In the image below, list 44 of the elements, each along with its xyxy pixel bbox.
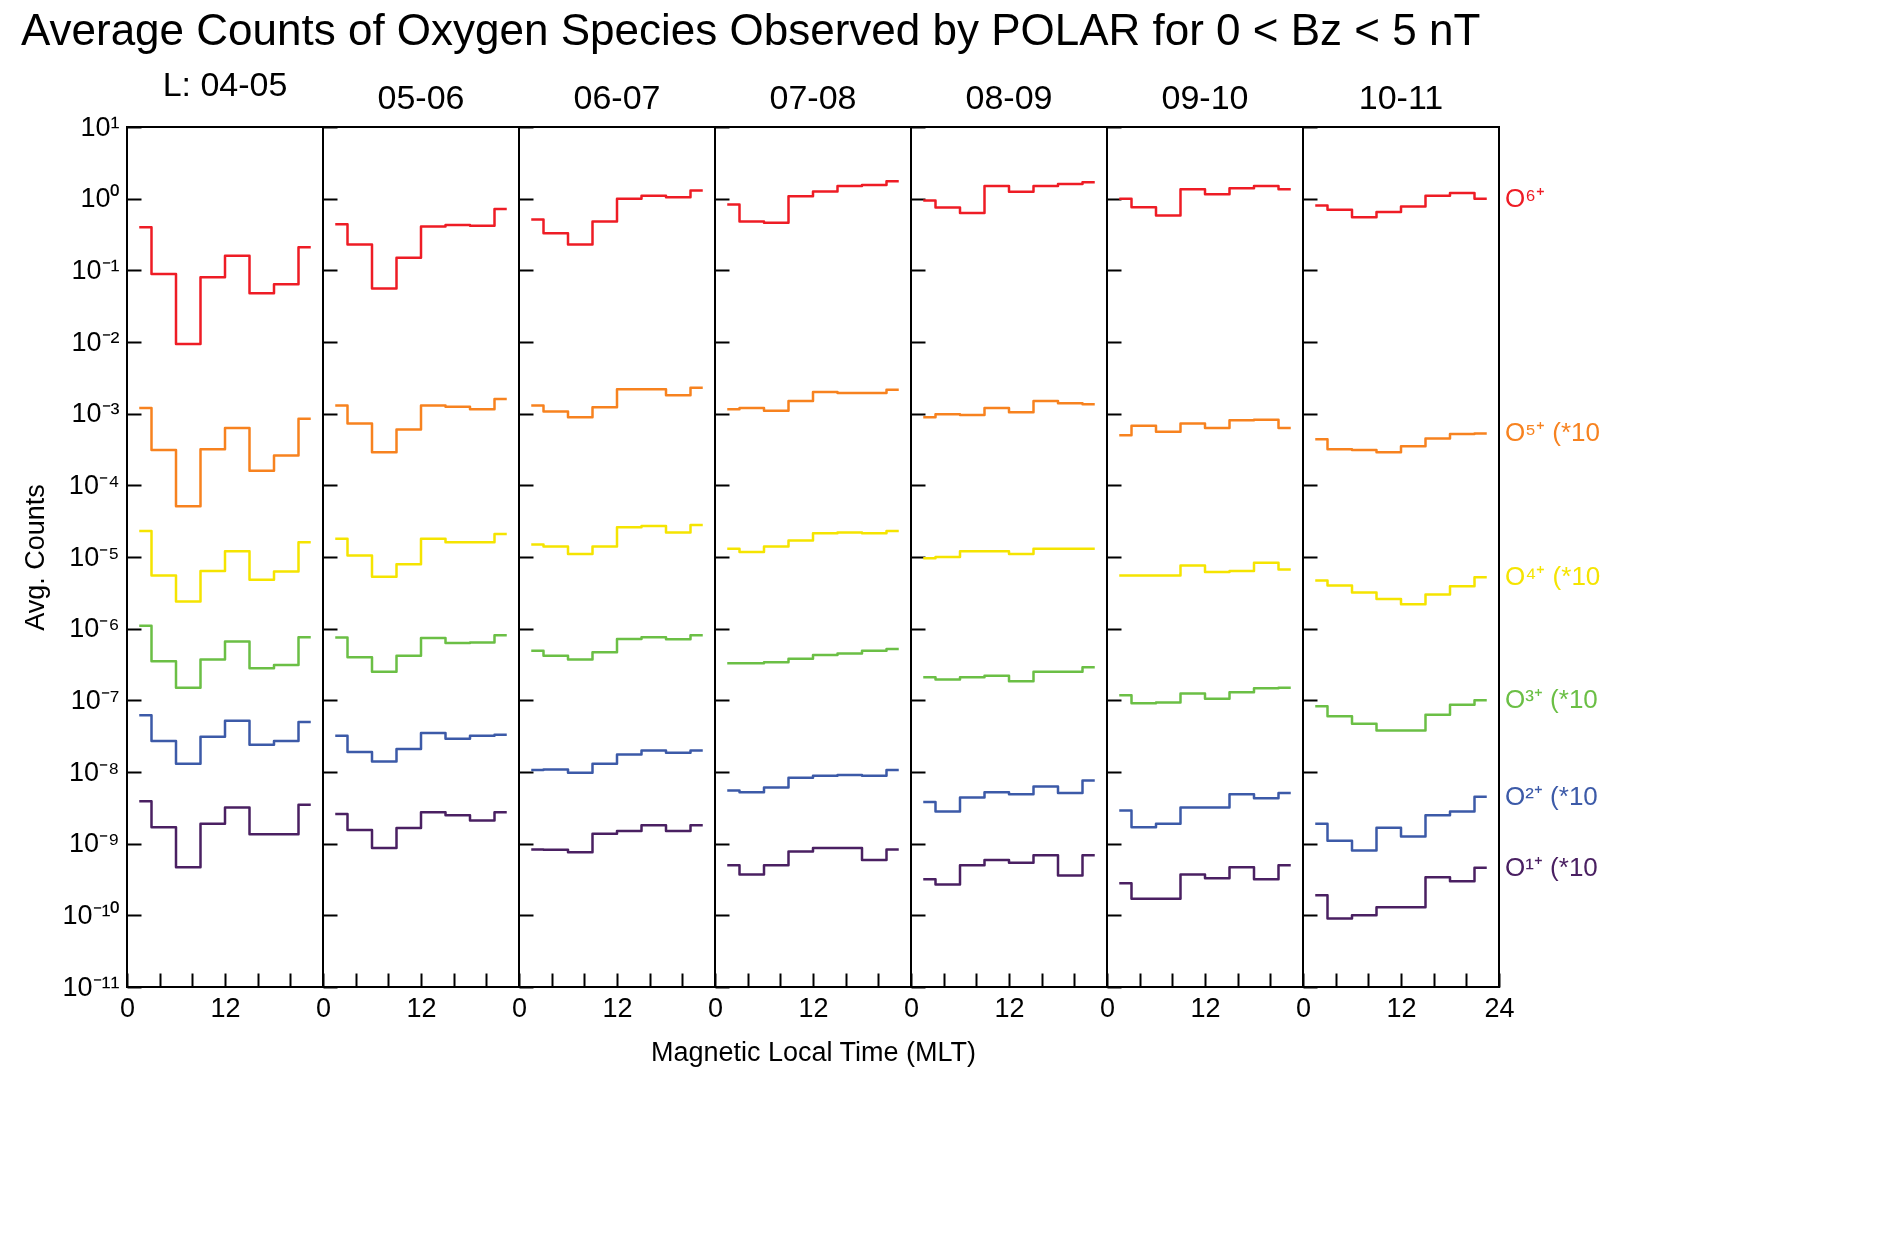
x-axis-title: Magnetic Local Time (MLT): [650, 1036, 977, 1067]
series-label: O¹⁺ (*10: [1505, 851, 1598, 882]
series-label: O²⁺ (*10: [1505, 780, 1598, 811]
y-tick-label: 10⁻²: [71, 326, 120, 357]
series-label: O³⁺ (*10: [1505, 684, 1598, 715]
x-tick-label: 12: [602, 992, 633, 1023]
chart-subtitle: 07-08: [769, 78, 857, 116]
x-tick-label: 0: [1099, 992, 1116, 1023]
series-label: O⁶⁺: [1505, 182, 1545, 213]
y-tick-label: 10⁻⁷: [70, 684, 120, 715]
chart-subtitle: L: 04-05: [162, 65, 288, 103]
x-tick-label: 12: [994, 992, 1025, 1023]
x-tick-label: 12: [406, 992, 437, 1023]
y-tick-label: 10¹: [80, 111, 120, 142]
y-tick-label: 10⁻⁴: [68, 469, 120, 500]
series-label: O⁴⁺ (*10: [1505, 561, 1601, 592]
y-tick-label: 10⁻³: [71, 398, 120, 429]
series-label: O⁵⁺ (*10: [1505, 417, 1600, 448]
y-tick-label: 10⁻⁶: [69, 613, 120, 644]
x-tick-label: 0: [1295, 992, 1312, 1023]
x-tick-label: 12: [1190, 992, 1221, 1023]
y-tick-label: 10⁻¹: [71, 254, 120, 285]
y-tick-label: 10⁻⁵: [69, 541, 120, 572]
y-tick-label: 10⁻⁹: [68, 828, 120, 859]
y-tick-label: 10⁰: [80, 183, 120, 214]
y-axis-title: Avg. Counts: [20, 484, 51, 631]
x-tick-label: 0: [903, 992, 920, 1023]
x-tick-label: 12: [798, 992, 829, 1023]
x-tick-label: 12: [1386, 992, 1417, 1023]
chart-subtitle: 08-09: [965, 78, 1053, 116]
text: Average Counts of Oxygen Species Observed by POLAR for 0 < Bz < 5 nT: [20, 5, 1481, 54]
chart-subtitle: 05-06: [377, 78, 465, 116]
y-tick-label: 10⁻⁸: [69, 756, 120, 787]
x-tick-label: 0: [315, 992, 332, 1023]
y-tick-label: 10⁻¹¹: [62, 971, 120, 1002]
x-tick-label: 12: [210, 992, 241, 1023]
chart-subtitle: 09-10: [1161, 78, 1249, 116]
x-tick-label: 0: [119, 992, 136, 1023]
chart-subtitle: 10-11: [1358, 78, 1444, 116]
x-tick-label: 0: [707, 992, 724, 1023]
x-tick-label: 0: [511, 992, 528, 1023]
x-tick-label: 24: [1484, 992, 1515, 1023]
chart-subtitle: 06-07: [573, 78, 661, 116]
y-tick-label: 10⁻¹⁰: [62, 899, 120, 930]
